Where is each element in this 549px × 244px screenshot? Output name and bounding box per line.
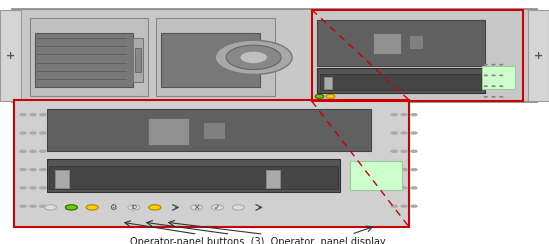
Circle shape <box>390 131 398 135</box>
Circle shape <box>400 113 408 116</box>
Circle shape <box>39 204 47 208</box>
Bar <box>156 18 274 96</box>
Circle shape <box>44 205 57 210</box>
Bar <box>317 20 485 66</box>
Circle shape <box>390 113 398 116</box>
Circle shape <box>400 168 408 171</box>
Circle shape <box>19 131 27 135</box>
Bar <box>30 18 148 96</box>
Circle shape <box>215 40 292 74</box>
Circle shape <box>29 168 37 171</box>
Circle shape <box>240 51 267 63</box>
Bar <box>373 33 401 54</box>
Circle shape <box>499 85 503 87</box>
Circle shape <box>484 85 488 87</box>
Circle shape <box>19 186 27 190</box>
Bar <box>49 166 338 189</box>
Circle shape <box>491 64 496 66</box>
Circle shape <box>491 85 496 87</box>
Text: ✕: ✕ <box>193 203 200 212</box>
Bar <box>312 10 523 101</box>
Circle shape <box>315 94 324 98</box>
Circle shape <box>29 150 37 153</box>
Bar <box>135 48 141 72</box>
Circle shape <box>39 186 47 190</box>
Bar <box>148 118 189 145</box>
Circle shape <box>400 204 408 208</box>
Bar <box>350 161 402 190</box>
Text: +: + <box>534 51 543 61</box>
Text: Operator-panel buttons  (3)  Operator  panel display: Operator-panel buttons (3) Operator pane… <box>130 237 386 244</box>
Text: +: + <box>6 51 15 61</box>
Circle shape <box>19 150 27 153</box>
Circle shape <box>484 74 488 76</box>
Circle shape <box>390 168 398 171</box>
Circle shape <box>232 205 244 210</box>
Bar <box>482 66 515 89</box>
Circle shape <box>410 113 418 116</box>
Circle shape <box>29 113 37 116</box>
Circle shape <box>128 205 140 210</box>
Circle shape <box>410 150 418 153</box>
Bar <box>0 10 21 101</box>
Circle shape <box>400 186 408 190</box>
Circle shape <box>499 74 503 76</box>
Circle shape <box>499 96 503 98</box>
Circle shape <box>39 131 47 135</box>
Text: ID: ID <box>131 205 137 210</box>
Text: ✓: ✓ <box>214 203 221 212</box>
Circle shape <box>484 64 488 66</box>
Circle shape <box>390 150 398 153</box>
Text: ⚙: ⚙ <box>109 203 117 212</box>
Bar <box>47 109 371 151</box>
Circle shape <box>65 205 77 210</box>
Circle shape <box>410 168 418 171</box>
Circle shape <box>39 113 47 116</box>
Circle shape <box>410 186 418 190</box>
Bar <box>528 10 549 101</box>
Bar <box>161 33 260 87</box>
Bar <box>317 68 485 93</box>
Circle shape <box>226 45 281 70</box>
Circle shape <box>19 168 27 171</box>
Circle shape <box>39 168 47 171</box>
Circle shape <box>410 204 418 208</box>
Bar <box>133 38 143 82</box>
Circle shape <box>19 204 27 208</box>
Circle shape <box>410 131 418 135</box>
Circle shape <box>326 94 335 98</box>
Circle shape <box>491 96 496 98</box>
Circle shape <box>19 113 27 116</box>
Circle shape <box>29 204 37 208</box>
Bar <box>47 159 340 192</box>
Bar <box>409 35 423 49</box>
Circle shape <box>29 131 37 135</box>
Circle shape <box>29 186 37 190</box>
Circle shape <box>400 131 408 135</box>
Circle shape <box>390 186 398 190</box>
Circle shape <box>484 96 488 98</box>
Bar <box>55 170 69 188</box>
Circle shape <box>86 205 98 210</box>
Circle shape <box>39 150 47 153</box>
Bar <box>266 170 280 188</box>
Bar <box>324 77 332 89</box>
Circle shape <box>191 205 203 210</box>
Circle shape <box>491 74 496 76</box>
Bar <box>12 9 537 102</box>
Circle shape <box>499 64 503 66</box>
Circle shape <box>400 150 408 153</box>
Circle shape <box>390 204 398 208</box>
Bar <box>14 100 409 227</box>
Bar <box>35 33 133 87</box>
Circle shape <box>149 205 161 210</box>
Circle shape <box>211 205 223 210</box>
Bar <box>320 74 481 90</box>
Bar <box>203 122 225 139</box>
